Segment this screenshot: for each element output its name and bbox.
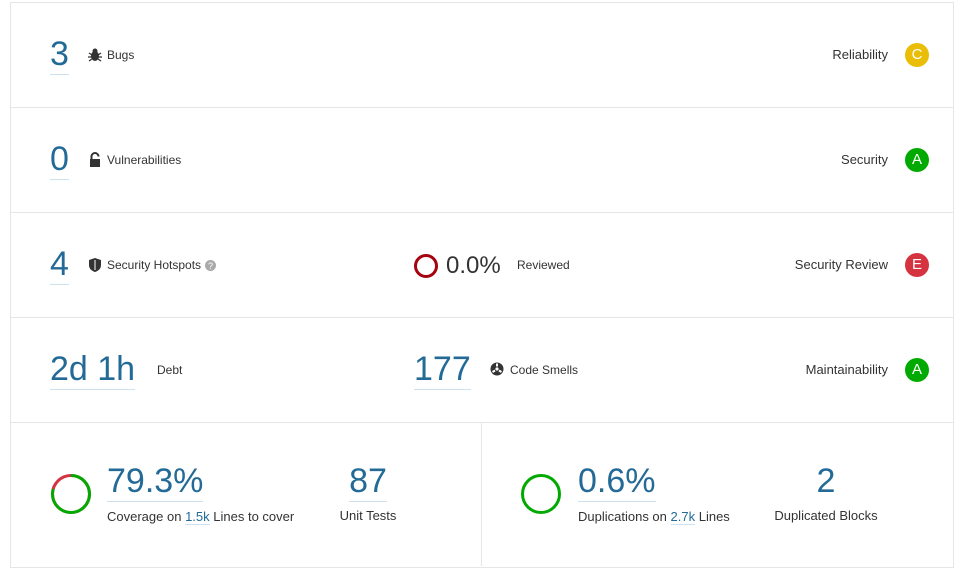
- duplications-value[interactable]: 0.6%: [578, 462, 656, 502]
- rating-badge[interactable]: C: [905, 43, 929, 67]
- hotspots-value[interactable]: 4: [50, 245, 69, 285]
- vulnerabilities-label: Vulnerabilities: [107, 153, 182, 167]
- duplications-ring: [521, 474, 561, 514]
- caption-text: Duplications on: [578, 509, 667, 524]
- bug-icon: [88, 48, 102, 62]
- bugs-label: Bugs: [107, 48, 135, 62]
- lines-link[interactable]: 2.7k: [670, 509, 696, 525]
- divider: [10, 212, 954, 213]
- tests-label: Unit Tests: [339, 508, 397, 523]
- debt-value[interactable]: 2d 1h: [50, 350, 136, 390]
- tab: [172, 0, 332, 3]
- divider: [10, 107, 954, 108]
- blocks-value[interactable]: 2: [816, 462, 836, 500]
- smells-value[interactable]: 177: [414, 350, 471, 390]
- shield-icon: [89, 258, 101, 272]
- vulnerabilities-value[interactable]: 0: [50, 140, 69, 180]
- caption-text: Lines: [698, 509, 730, 524]
- tests-value[interactable]: 87: [349, 462, 387, 502]
- coverage-value[interactable]: 79.3%: [107, 462, 204, 502]
- reviewed-label: Reviewed: [517, 258, 570, 272]
- caption-text: Lines to cover: [213, 509, 295, 524]
- rating-name: Reliability: [832, 47, 888, 62]
- lock-icon: [90, 152, 100, 167]
- caption-text: Coverage on: [107, 509, 182, 524]
- divider: [10, 422, 954, 423]
- tests-block: 87: [318, 463, 418, 502]
- smells-label: Code Smells: [510, 363, 579, 377]
- blocks-block: 2: [756, 463, 896, 501]
- panel: [10, 2, 954, 568]
- smell-icon: [490, 362, 504, 376]
- coverage-caption: Coverage on 1.5k Lines to cover: [107, 509, 294, 525]
- duplications-caption: Duplications on 2.7k Lines: [578, 509, 730, 525]
- blocks-label: Duplicated Blocks: [774, 508, 878, 523]
- hotspots-label: Security Hotspots: [107, 258, 202, 272]
- rating-name: Security Review: [794, 257, 888, 272]
- rating-badge[interactable]: E: [905, 253, 929, 277]
- rating-badge[interactable]: A: [905, 148, 929, 172]
- divider: [10, 317, 954, 318]
- rating-name: Maintainability: [805, 362, 888, 377]
- svg-text:?: ?: [208, 261, 213, 271]
- coverage-donut: [51, 474, 91, 514]
- reviewed-ring: [414, 254, 438, 278]
- rating-badge[interactable]: A: [905, 358, 929, 382]
- help-icon[interactable]: ?: [205, 260, 216, 271]
- reviewed-value[interactable]: 0.0%: [446, 252, 501, 279]
- lines-link[interactable]: 1.5k: [185, 509, 210, 525]
- bugs-value[interactable]: 3: [50, 35, 69, 75]
- rating-name: Security: [841, 152, 888, 167]
- divider: [481, 423, 482, 566]
- debt-label: Debt: [157, 363, 183, 377]
